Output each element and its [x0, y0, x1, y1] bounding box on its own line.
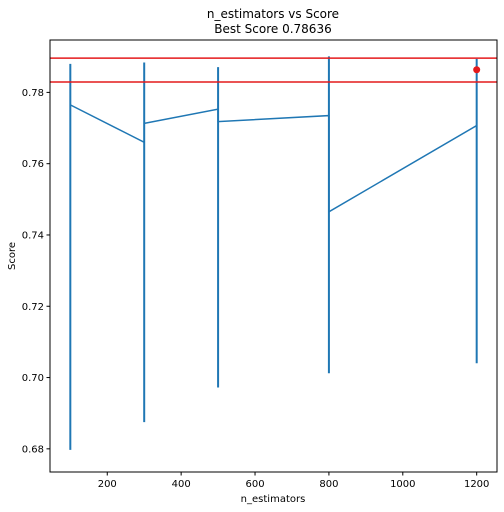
x-axis-label: n_estimators — [241, 494, 306, 505]
y-tick-label: 0.78 — [22, 88, 44, 99]
y-axis: 0.68 0.70 0.72 0.74 0.76 0.78 — [22, 88, 50, 455]
x-tick-label: 400 — [172, 479, 191, 490]
x-tick-label: 600 — [245, 479, 264, 490]
chart-title: n_estimators vs Score — [207, 7, 339, 21]
y-tick-label: 0.70 — [22, 373, 44, 384]
y-tick-label: 0.76 — [22, 159, 44, 170]
y-axis-label: Score — [7, 242, 18, 270]
x-tick-label: 800 — [319, 479, 338, 490]
x-tick-label: 200 — [98, 479, 117, 490]
y-tick-label: 0.72 — [22, 302, 44, 313]
plot-frame — [49, 39, 498, 473]
x-tick-label: 1200 — [464, 479, 489, 490]
y-tick-label: 0.74 — [22, 230, 44, 241]
chart-subtitle: Best Score 0.78636 — [214, 22, 331, 36]
best-score-point — [473, 66, 481, 74]
y-tick-label: 0.68 — [22, 444, 44, 455]
score-line — [69, 104, 478, 214]
x-axis: 200 400 600 800 1000 1200 — [98, 472, 489, 490]
plot-area — [50, 56, 497, 450]
x-tick-label: 1000 — [390, 479, 415, 490]
